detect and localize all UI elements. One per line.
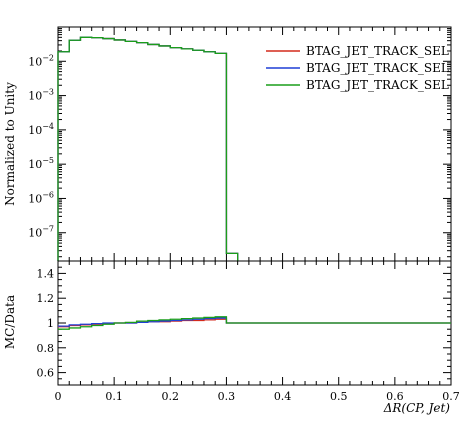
ratio-ytick-label: 1.4: [37, 267, 55, 280]
main-ytick-label: 10−2: [28, 53, 54, 68]
ratio-ticks: [57, 260, 452, 386]
legend-label: BTAG_JET_TRACK_SEL: [306, 61, 449, 75]
ratio-ylabel: MC/Data: [3, 295, 17, 349]
main-ytick-labels: 10−7 10−6 10−5 10−4 10−3 10−2: [28, 53, 54, 239]
main-panel: 10−7 10−6 10−5 10−4 10−3 10−2 Normalized to U…: [3, 26, 452, 262]
ratio-xtick-label: 0.2: [162, 390, 180, 403]
ratio-ytick-label: 1.2: [37, 292, 55, 305]
ratio-xtick-label: 0.5: [330, 390, 348, 403]
ratio-xtick-label: 0.3: [218, 390, 236, 403]
ratio-series-line: [58, 316, 451, 330]
ratio-xtick-label: 0.1: [105, 390, 123, 403]
legend: BTAG_JET_TRACK_SEL BTAG_JET_TRACK_SEL BTAG…: [266, 44, 449, 92]
main-ytick-label: 10−6: [28, 190, 54, 205]
ratio-series-line: [58, 317, 451, 327]
main-ticks: [57, 26, 452, 261]
ratio-ytick-label: 0.6: [37, 367, 55, 380]
main-ytick-label: 10−3: [28, 88, 54, 103]
ratio-xlabel: ΔR(CP, Jet): [383, 401, 451, 415]
ratio-ytick-label: 0.8: [37, 342, 55, 355]
legend-label: BTAG_JET_TRACK_SEL: [306, 44, 449, 58]
ratio-series: [58, 316, 451, 330]
ratio-ytick-label: 1: [47, 317, 54, 330]
main-series-line: [57, 36, 239, 261]
ratio-xtick-label: 0.7: [442, 390, 460, 403]
main-series: [57, 36, 239, 261]
main-series-line: [57, 36, 239, 261]
main-ylabel: Normalized to Unity: [3, 82, 17, 206]
ratio-xtick-label: 0.4: [274, 390, 292, 403]
ratio-ytick-labels: 0.6 0.8 1 1.2 1.4: [37, 267, 55, 379]
ratio-xtick-label: 0.6: [386, 390, 404, 403]
main-ytick-label: 10−5: [28, 156, 54, 171]
main-ytick-label: 10−7: [28, 225, 54, 240]
legend-label: BTAG_JET_TRACK_SEL: [306, 78, 449, 92]
ratio-panel: 0.6 0.8 1 1.2 1.4 0 0.1 0.2 0.3 0.4 0.5 0.6 0.7 MC/…: [3, 260, 460, 415]
ratio-xtick-label: 0: [55, 390, 62, 403]
main-series-line: [57, 36, 239, 261]
main-ytick-label: 10−4: [28, 122, 54, 137]
ratio-xtick-labels: 0 0.1 0.2 0.3 0.4 0.5 0.6 0.7: [55, 390, 460, 403]
